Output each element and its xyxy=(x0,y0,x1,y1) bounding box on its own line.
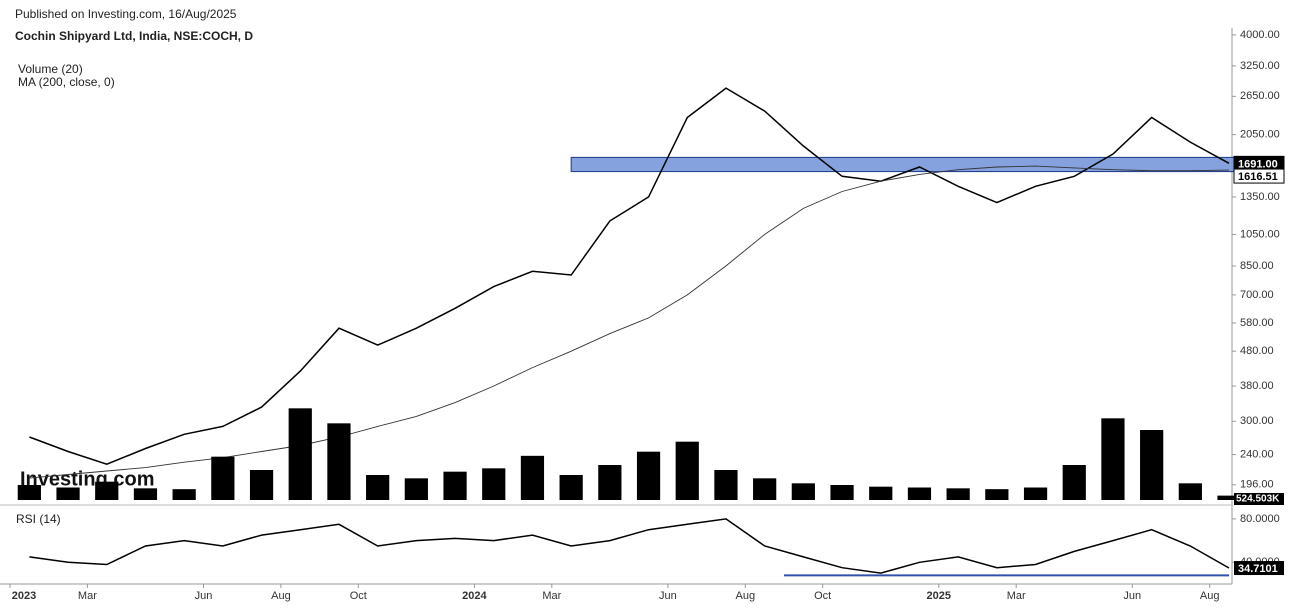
volume-bar xyxy=(404,478,428,500)
support-band xyxy=(570,156,1249,173)
x-tick-label: 2023 xyxy=(12,590,36,602)
rsi-tick-label: 80.0000 xyxy=(1240,513,1280,525)
volume-bar xyxy=(172,489,196,500)
rsi-tag: 34.7101 xyxy=(1238,563,1278,575)
x-tick-label: 2024 xyxy=(462,590,487,602)
volume-bar xyxy=(327,423,351,500)
x-tick-label: Jun xyxy=(195,590,213,602)
y-tick-label: 580.00 xyxy=(1240,317,1274,329)
volume-bar xyxy=(288,408,312,500)
volume-bar xyxy=(249,470,274,500)
chart-title: Cochin Shipyard Ltd, India, NSE:COCH, D xyxy=(15,29,253,43)
y-tick-label: 196.00 xyxy=(1240,479,1274,491)
volume-bar xyxy=(869,486,893,500)
rsi-line xyxy=(29,518,1230,574)
price-tag-box xyxy=(1233,168,1285,184)
volume-bar xyxy=(1101,418,1125,500)
volume-label: Volume (20) xyxy=(18,62,83,76)
volume-bar xyxy=(1178,483,1202,500)
x-tick-label: Mar xyxy=(1007,590,1026,602)
volume-bar xyxy=(675,441,699,500)
volume-bar xyxy=(1217,495,1241,500)
x-tick-label: Oct xyxy=(814,590,831,602)
volume-bar xyxy=(366,475,390,500)
x-tick-label: Aug xyxy=(271,590,291,602)
y-tick-label: 3250.00 xyxy=(1240,60,1280,72)
volume-bar xyxy=(946,488,970,500)
x-tick-label: 2025 xyxy=(927,590,951,602)
rsi-tag-box xyxy=(1234,561,1284,576)
x-tick-label: Oct xyxy=(350,590,367,602)
x-tick-label: Jun xyxy=(1123,590,1141,602)
volume-bar xyxy=(520,455,545,500)
y-tick-label: 300.00 xyxy=(1240,415,1274,427)
x-tick-label: Mar xyxy=(78,590,97,602)
volume-bar xyxy=(559,475,583,500)
volume-bar xyxy=(1140,430,1164,500)
volume-bar xyxy=(1023,487,1048,500)
y-tick-label: 240.00 xyxy=(1240,448,1274,460)
watermark: Investing.com xyxy=(20,468,154,490)
volume-bar xyxy=(56,487,80,500)
x-tick-label: Jun xyxy=(659,590,677,602)
rsi-label: RSI (14) xyxy=(16,512,61,526)
volume-bar xyxy=(95,481,119,500)
volume-bar xyxy=(482,468,506,500)
volume-bar xyxy=(753,478,777,500)
price-tag: 1616.51 xyxy=(1238,171,1278,183)
volume-bar xyxy=(133,488,158,500)
y-tick-label: 1050.00 xyxy=(1240,228,1280,240)
y-tick-label: 850.00 xyxy=(1240,260,1274,272)
price-line xyxy=(29,87,1230,465)
volume-bar xyxy=(17,485,41,500)
y-tick-label: 380.00 xyxy=(1240,380,1274,392)
x-tick-label: Mar xyxy=(542,590,561,602)
volume-bar xyxy=(211,456,235,500)
volume-tag-box xyxy=(1234,493,1284,505)
subtitle: Published on Investing.com, 16/Aug/2025 xyxy=(15,7,237,21)
volume-bar xyxy=(714,470,738,500)
y-tick-label: 2650.00 xyxy=(1240,90,1280,102)
y-tick-label: 700.00 xyxy=(1240,289,1274,301)
x-tick-label: Aug xyxy=(736,590,756,602)
volume-bar xyxy=(791,483,815,500)
y-tick-label: 2050.00 xyxy=(1240,129,1280,141)
ma-line xyxy=(29,165,1230,479)
volume-tag: 524.503K xyxy=(1236,494,1280,505)
volume-bar xyxy=(985,489,1009,500)
y-tick-label: 480.00 xyxy=(1240,345,1274,357)
y-tick-label: 4000.00 xyxy=(1240,29,1280,41)
volume-bar xyxy=(1062,465,1086,500)
price-tag: 1691.00 xyxy=(1238,158,1278,170)
volume-bar xyxy=(598,465,622,500)
volume-bar xyxy=(636,451,661,500)
y-tick-label: 1350.00 xyxy=(1240,191,1280,203)
x-tick-label: Aug xyxy=(1200,590,1220,602)
volume-bar xyxy=(443,471,467,500)
volume-bar xyxy=(830,485,854,500)
volume-bar xyxy=(907,487,932,500)
ma-label: MA (200, close, 0) xyxy=(18,75,115,89)
